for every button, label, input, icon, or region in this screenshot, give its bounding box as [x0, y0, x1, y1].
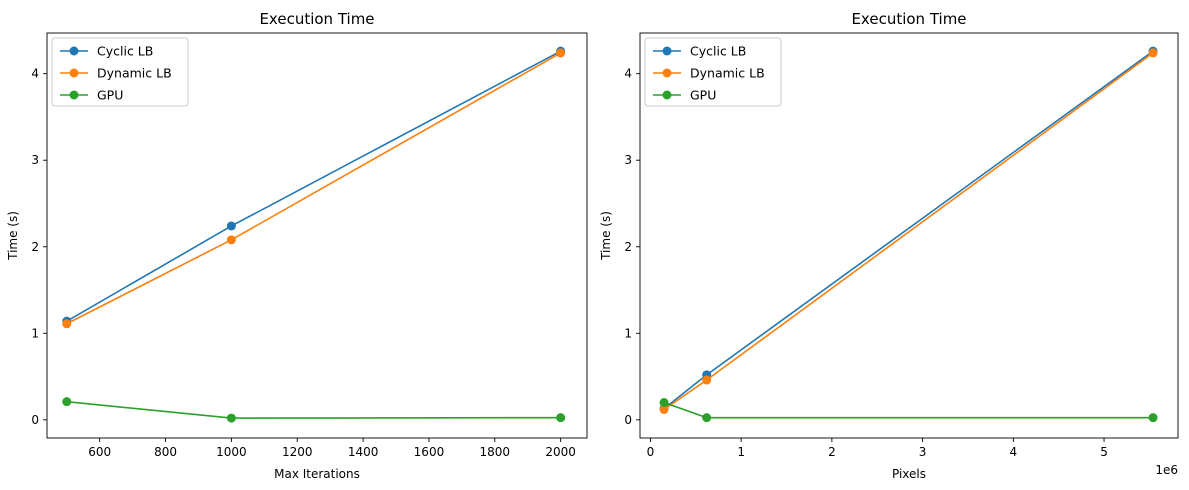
legend-label: Dynamic LB: [690, 66, 765, 81]
series-dynamic-lb: [659, 48, 1158, 414]
chart-panel-2: Execution Time 0 1 2 3 4 5 0 1 2 3 4 Pixels Time (s) 1…: [599, 10, 1179, 481]
y-tick-label: 1: [624, 326, 632, 340]
legend-box: [51, 37, 189, 107]
data-point: [659, 404, 669, 414]
series-dynamic-lb: [62, 48, 566, 329]
legend: Cyclic LB Dynamic LB GPU: [51, 37, 189, 107]
x-tick-label: 600: [88, 445, 111, 459]
data-point: [556, 48, 566, 58]
data-point: [659, 398, 669, 408]
y-tick-label: 4: [624, 67, 632, 81]
x-tick-label: 1200: [282, 445, 313, 459]
chart-title: Execution Time: [851, 10, 966, 28]
x-tick-label: 3: [919, 445, 927, 459]
legend-label: Cyclic LB: [690, 44, 746, 59]
x-tick-label: 1000: [216, 445, 247, 459]
legend-marker: [662, 46, 672, 56]
data-point: [556, 413, 566, 423]
y-tick-label: 3: [31, 153, 39, 167]
legend-marker: [69, 46, 79, 56]
legend-marker: [69, 68, 79, 78]
y-axis-label: Time (s): [6, 211, 20, 261]
y-axis-label: Time (s): [599, 211, 613, 261]
x-tick-label: 4: [1010, 445, 1018, 459]
y-tick-label: 4: [31, 67, 39, 81]
data-point: [62, 319, 72, 329]
x-tick-label: 1800: [480, 445, 511, 459]
legend-label: GPU: [97, 88, 123, 103]
x-tick-label: 1400: [348, 445, 379, 459]
x-tick-label: 1: [737, 445, 745, 459]
chart-title: Execution Time: [259, 10, 374, 28]
y-tick-label: 3: [624, 153, 632, 167]
data-point: [62, 397, 72, 407]
data-point: [1148, 413, 1158, 423]
legend-marker: [69, 90, 79, 100]
legend-box: [644, 37, 782, 107]
y-tick-label: 2: [31, 240, 39, 254]
legend-label: GPU: [690, 88, 716, 103]
chart-panel-1: Execution Time 600 800 1000 1200 1400 1600 1800…: [6, 10, 588, 481]
data-point: [702, 413, 712, 423]
series-gpu: [659, 398, 1158, 423]
x-axis-label: Pixels: [892, 467, 926, 481]
x-offset-label: 1e6: [1155, 463, 1178, 477]
data-point: [226, 413, 236, 423]
x-tick-label: 2: [828, 445, 836, 459]
series-gpu: [62, 397, 566, 423]
y-tick-label: 0: [31, 413, 39, 427]
legend-label: Cyclic LB: [97, 44, 153, 59]
data-point: [226, 221, 236, 231]
legend-marker: [662, 68, 672, 78]
legend-marker: [662, 90, 672, 100]
x-tick-label: 0: [647, 445, 655, 459]
x-tick-label: 2000: [545, 445, 576, 459]
x-tick-label: 1600: [414, 445, 445, 459]
data-point: [226, 235, 236, 245]
x-tick-label: 800: [154, 445, 177, 459]
y-tick-label: 0: [624, 413, 632, 427]
legend-label: Dynamic LB: [97, 66, 172, 81]
x-axis-label: Max Iterations: [274, 467, 360, 481]
y-tick-label: 1: [31, 326, 39, 340]
data-point: [1148, 48, 1158, 58]
x-tick-label: 5: [1100, 445, 1108, 459]
data-point: [702, 375, 712, 385]
y-tick-label: 2: [624, 240, 632, 254]
legend: Cyclic LB Dynamic LB GPU: [644, 37, 782, 107]
